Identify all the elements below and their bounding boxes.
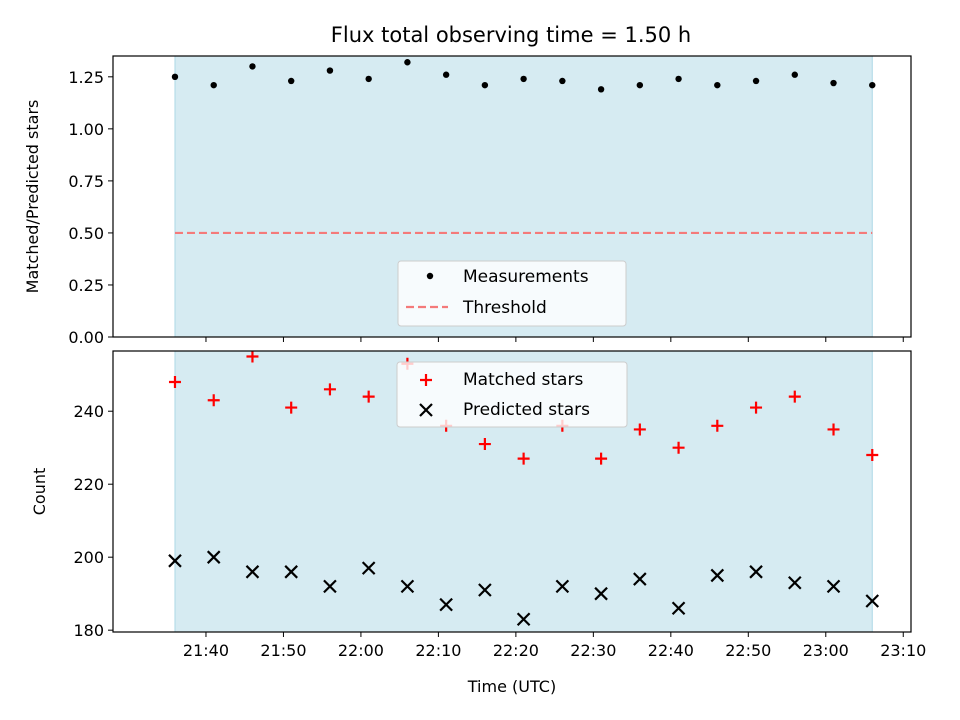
y-tick-label: 0.25 [68, 276, 104, 295]
y-tick-label: 220 [73, 475, 104, 494]
legend-matched-marker [420, 374, 432, 386]
measurement-point [249, 63, 256, 70]
predicted-point [245, 565, 260, 579]
predicted-point [478, 583, 492, 597]
matched-point [866, 449, 879, 462]
predicted-point [826, 579, 841, 594]
predicted-point [555, 579, 570, 594]
predicted-point [206, 550, 221, 564]
x-tick-label: 23:10 [880, 641, 926, 660]
predicted-point [865, 594, 880, 608]
matched-point [633, 423, 646, 436]
measurement-point [869, 81, 876, 89]
measurement-point [791, 71, 798, 78]
legend-box [397, 260, 627, 327]
measurement-point [442, 71, 450, 78]
predicted-point [323, 579, 337, 594]
predicted-point [633, 572, 647, 586]
matched-point [478, 438, 491, 451]
matched-point [246, 350, 259, 363]
measurement-point [636, 81, 644, 89]
count-panel: 180 200 220 240 21:40 21:50 22:00 22:10 22:20 22:… [30, 350, 926, 696]
predicted-point [788, 575, 802, 590]
x-tick-label: 21:40 [183, 641, 229, 660]
x-tick-label: 22:20 [493, 641, 539, 660]
legend-matched-label: Matched stars [463, 370, 583, 390]
matched-point [362, 390, 375, 403]
x-tick-label: 22:00 [338, 641, 384, 660]
predicted-point [284, 565, 298, 579]
measurement-point [752, 77, 760, 85]
matched-point [788, 390, 801, 403]
predicted-point [671, 601, 686, 616]
ratio-legend: Measurements Threshold [397, 260, 627, 327]
matched-point [207, 394, 220, 407]
measurement-point [326, 67, 334, 74]
x-tick-label: 22:40 [648, 641, 694, 660]
ratio-panel: 0.00 0.25 0.50 0.75 1.00 1.25 Matched/Predicte… [23, 55, 912, 347]
ratio-plot-frame [112, 55, 912, 338]
x-tick-label: 22:10 [415, 641, 461, 660]
matched-point [517, 452, 530, 465]
measurement-point [675, 75, 682, 83]
x-tick-label: 21:50 [260, 641, 306, 660]
matched-point [750, 401, 763, 414]
count-plot-frame [112, 350, 912, 633]
y-axis-label: Matched/Predicted stars [23, 100, 42, 294]
y-tick-label: 1.00 [68, 120, 104, 139]
x-tick-label: 22:50 [725, 641, 771, 660]
predicted-point [168, 554, 182, 568]
matched-point [711, 419, 724, 432]
legend-measurements-label: Measurements [463, 267, 589, 287]
predicted-point [361, 561, 376, 575]
measurement-point [404, 59, 411, 66]
legend-box [396, 361, 628, 428]
y-axis-label: Count [30, 468, 49, 516]
x-axis-label: Time (UTC) [467, 677, 556, 696]
y-tick-label: 1.25 [68, 68, 104, 87]
matched-point [285, 401, 298, 414]
matched-point [323, 383, 336, 396]
y-tick-label: 180 [73, 621, 104, 640]
y-tick-label: 240 [73, 402, 104, 421]
legend-predicted-marker [419, 403, 433, 417]
measurement-point [597, 86, 605, 93]
measurement-point [714, 81, 721, 89]
matched-point [168, 376, 181, 389]
measurement-point [830, 79, 837, 87]
y-tick-label: 0.00 [68, 328, 104, 347]
measurement-point [287, 77, 295, 85]
predicted-point [749, 565, 763, 579]
x-tick-label: 22:30 [570, 641, 616, 660]
y-tick-label: 0.50 [68, 224, 104, 243]
measurement-point [171, 73, 179, 81]
matched-point [595, 452, 608, 465]
y-tick-label: 0.75 [68, 172, 104, 191]
measurement-point [559, 77, 566, 85]
predicted-point [439, 597, 453, 612]
matched-point [672, 441, 685, 454]
legend-predicted-label: Predicted stars [463, 400, 590, 420]
predicted-point [400, 579, 415, 594]
predicted-point [710, 568, 725, 583]
predicted-point [516, 612, 531, 627]
y-tick-label: 200 [73, 548, 104, 567]
predicted-point [594, 586, 608, 601]
chart-title: Flux total observing time = 1.50 h [331, 23, 691, 47]
legend-measurements-marker [426, 272, 434, 280]
count-legend: Matched stars Predicted stars [396, 361, 628, 428]
matched-point [827, 423, 840, 436]
legend-threshold-label: Threshold [462, 298, 547, 318]
measurement-point [365, 75, 372, 83]
measurement-point [520, 75, 527, 83]
measurement-point [210, 81, 217, 89]
x-tick-label: 23:00 [803, 641, 849, 660]
measurement-point [481, 81, 489, 89]
